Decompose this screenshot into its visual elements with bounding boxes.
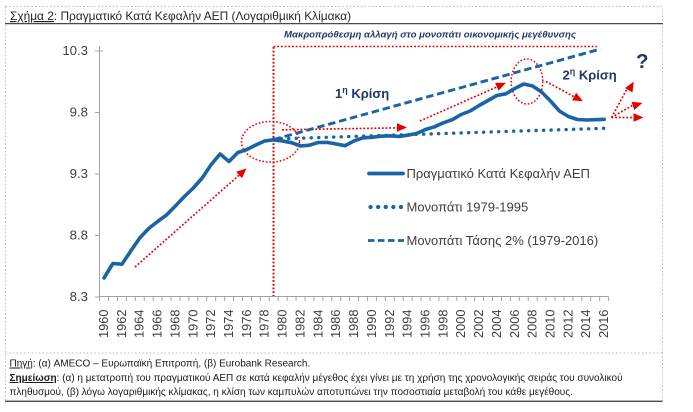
svg-text:2004: 2004 — [489, 310, 504, 338]
svg-text:2012: 2012 — [560, 310, 575, 338]
svg-text:2006: 2006 — [507, 310, 522, 338]
svg-text:Πραγματικό Κατά Κεφαλήν ΑΕΠ: Πραγματικό Κατά Κεφαλήν ΑΕΠ — [407, 166, 590, 181]
svg-text:1966: 1966 — [150, 310, 165, 338]
svg-text:2010: 2010 — [543, 310, 558, 338]
svg-text:1962: 1962 — [114, 310, 129, 338]
svg-text:1992: 1992 — [382, 310, 397, 338]
svg-text:Πηγή: (α) AMECO – Ευρωπαϊκή Επ: Πηγή: (α) AMECO – Ευρωπαϊκή Επιτροπή, (β… — [10, 358, 311, 370]
svg-text:1964: 1964 — [132, 310, 147, 338]
svg-text:?: ? — [636, 50, 649, 73]
svg-text:1986: 1986 — [328, 310, 343, 338]
svg-text:9.8: 9.8 — [70, 105, 88, 120]
svg-text:1976: 1976 — [239, 310, 254, 338]
svg-text:2016: 2016 — [596, 310, 611, 338]
svg-text:2014: 2014 — [578, 310, 593, 338]
svg-text:1998: 1998 — [435, 310, 450, 338]
svg-text:8.8: 8.8 — [70, 228, 88, 243]
svg-text:9.3: 9.3 — [70, 166, 88, 181]
svg-text:1972: 1972 — [203, 310, 218, 338]
svg-text:2η Κρίση: 2η Κρίση — [563, 67, 617, 83]
svg-text:1994: 1994 — [400, 310, 415, 338]
svg-text:πληθυσμού, (β) λόγω λογαριθμικ: πληθυσμού, (β) λόγω λογαριθμικής κλίμακα… — [10, 386, 573, 398]
svg-text:1970: 1970 — [185, 310, 200, 338]
svg-text:1996: 1996 — [417, 310, 432, 338]
svg-text:10.3: 10.3 — [62, 43, 88, 58]
svg-text:2000: 2000 — [453, 310, 468, 338]
svg-text:1968: 1968 — [167, 310, 182, 338]
svg-text:Σημείωση: (α) η μετατροπή του: Σημείωση: (α) η μετατροπή του πραγματικο… — [10, 372, 623, 384]
svg-text:1990: 1990 — [364, 310, 379, 338]
svg-text:2002: 2002 — [471, 310, 486, 338]
svg-text:1982: 1982 — [292, 310, 307, 338]
svg-text:1980: 1980 — [275, 310, 290, 338]
svg-text:1974: 1974 — [221, 310, 236, 338]
svg-text:Σχήμα 2: Πραγματικό Κατά Κεφαλ: Σχήμα 2: Πραγματικό Κατά Κεφαλήν ΑΕΠ (Λο… — [10, 9, 351, 23]
svg-text:2008: 2008 — [525, 310, 540, 338]
svg-text:1978: 1978 — [257, 310, 272, 338]
svg-text:Μονοπάτι 1979-1995: Μονοπάτι 1979-1995 — [407, 200, 529, 215]
svg-text:8.3: 8.3 — [70, 289, 88, 304]
svg-text:1η Κρίση: 1η Κρίση — [335, 85, 389, 101]
svg-text:Μακροπρόθεσμη αλλαγή στο μονοπ: Μακροπρόθεσμη αλλαγή στο μονοπάτι οικονο… — [284, 30, 577, 41]
svg-text:1984: 1984 — [310, 310, 325, 338]
svg-text:1988: 1988 — [346, 310, 361, 338]
svg-text:Μονοπάτι Τάσης 2% (1979-2016): Μονοπάτι Τάσης 2% (1979-2016) — [407, 233, 599, 248]
svg-text:1960: 1960 — [96, 310, 111, 338]
